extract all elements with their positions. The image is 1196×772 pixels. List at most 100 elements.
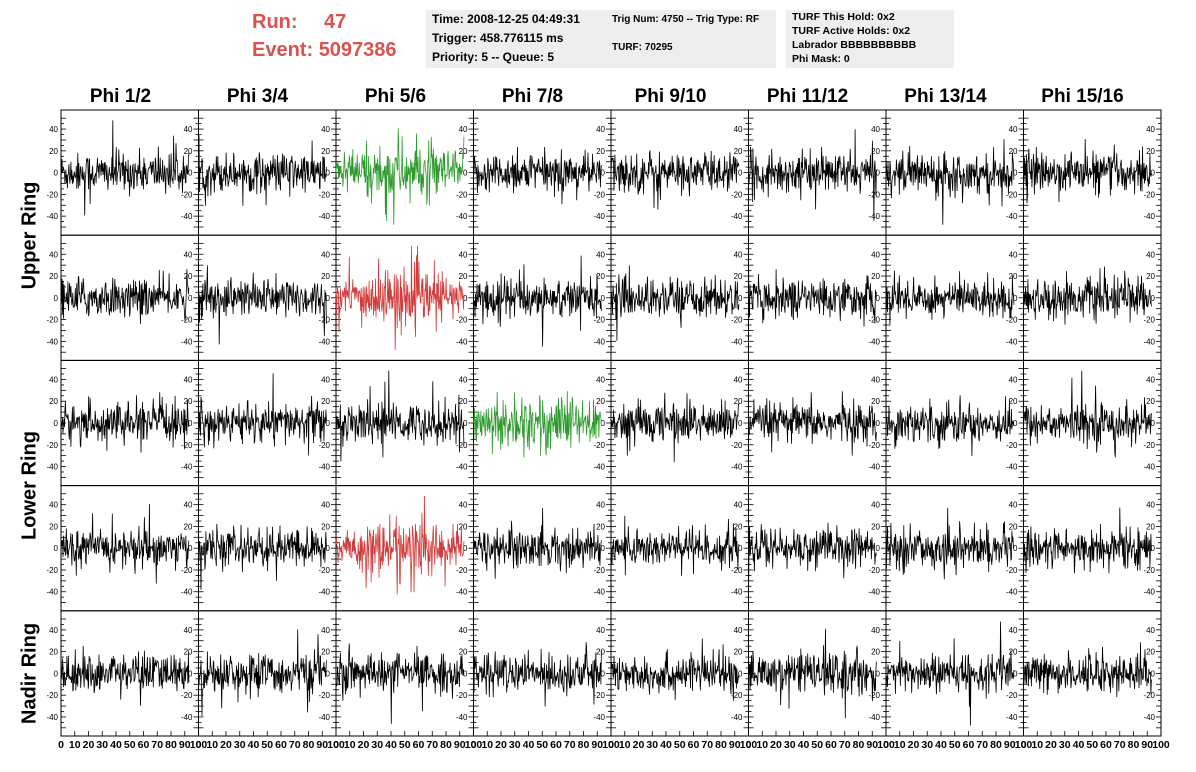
y-tick-label: 40 bbox=[459, 125, 468, 134]
y-tick-label: 20 bbox=[459, 272, 468, 281]
waveform-trace bbox=[885, 621, 1015, 726]
y-tick-label: -20 bbox=[318, 691, 330, 700]
y-tick-label-left: 0 bbox=[54, 544, 59, 553]
y-tick-label: -20 bbox=[593, 566, 605, 575]
waveform-trace bbox=[60, 504, 190, 584]
y-tick-label: 40 bbox=[184, 250, 193, 259]
y-tick-label: -40 bbox=[456, 588, 468, 597]
y-tick-label: -20 bbox=[731, 566, 743, 575]
x-tick-label: 70 bbox=[289, 739, 301, 751]
x-tick-label: 30 bbox=[234, 739, 246, 751]
x-tick-label: 20 bbox=[83, 739, 95, 751]
y-tick-label: 0 bbox=[738, 544, 743, 553]
col-header-phi-9-10: Phi 9/10 bbox=[634, 86, 707, 107]
trigger-text: Trigger: 458.776115 ms bbox=[432, 31, 564, 45]
x-tick-label: 0 bbox=[58, 739, 64, 751]
x-tick-label: 30 bbox=[646, 739, 658, 751]
x-tick-label: 30 bbox=[96, 739, 108, 751]
y-tick-label: 40 bbox=[734, 501, 743, 510]
y-tick-label: 40 bbox=[871, 125, 880, 134]
y-tick-label: 20 bbox=[734, 397, 743, 406]
x-tick-label: 90 bbox=[1004, 739, 1016, 751]
y-tick-label: 40 bbox=[459, 375, 468, 384]
run-line: Run: 47 bbox=[252, 8, 397, 36]
y-tick-label: 40 bbox=[459, 626, 468, 635]
y-tick-label-left: 20 bbox=[49, 648, 58, 657]
col-header-phi-3-4: Phi 3/4 bbox=[226, 86, 289, 107]
y-tick-label: -20 bbox=[593, 316, 605, 325]
waveform-trace bbox=[610, 638, 740, 701]
y-tick-label-left: 20 bbox=[49, 272, 58, 281]
y-tick-label: 0 bbox=[188, 419, 193, 428]
y-tick-label: -20 bbox=[456, 691, 468, 700]
y-tick-label: 20 bbox=[871, 147, 880, 156]
y-tick-label-left: 40 bbox=[49, 125, 58, 134]
x-tick-label: 40 bbox=[660, 739, 672, 751]
x-tick-label: 60 bbox=[550, 739, 562, 751]
y-tick-label: 0 bbox=[876, 294, 881, 303]
y-tick-label: -40 bbox=[1143, 337, 1155, 346]
x-tick-label: 50 bbox=[399, 739, 411, 751]
y-tick-label: 20 bbox=[1009, 397, 1018, 406]
y-tick-label: -20 bbox=[1143, 566, 1155, 575]
y-tick-label: 20 bbox=[1009, 272, 1018, 281]
y-tick-label: 0 bbox=[326, 169, 331, 178]
y-tick-label-left: 0 bbox=[54, 294, 59, 303]
waveform-trace bbox=[335, 370, 465, 462]
x-tick-label: 60 bbox=[963, 739, 975, 751]
waveform-trace bbox=[60, 269, 190, 324]
y-tick-label: 20 bbox=[596, 147, 605, 156]
y-tick-label: -40 bbox=[181, 463, 193, 472]
y-tick-label: 0 bbox=[738, 294, 743, 303]
y-tick-label: 0 bbox=[1013, 294, 1018, 303]
x-tick-label: 60 bbox=[413, 739, 425, 751]
y-tick-label: 40 bbox=[1146, 626, 1155, 635]
x-tick-label: 50 bbox=[1086, 739, 1098, 751]
labrador-text: Labrador BBBBBBBBBB bbox=[792, 39, 917, 51]
y-tick-label: 20 bbox=[871, 397, 880, 406]
x-tick-label: 40 bbox=[523, 739, 535, 751]
y-tick-label: -40 bbox=[318, 588, 330, 597]
y-tick-label: -40 bbox=[1006, 588, 1018, 597]
x-tick-label: 30 bbox=[371, 739, 383, 751]
y-tick-label: 40 bbox=[184, 626, 193, 635]
col-header-phi-7-8: Phi 7/8 bbox=[501, 86, 564, 107]
y-tick-label: -40 bbox=[1006, 463, 1018, 472]
x-tick-label: 30 bbox=[1059, 739, 1071, 751]
y-tick-label: 40 bbox=[1146, 250, 1155, 259]
x-tick-label: 10 bbox=[344, 739, 356, 751]
y-tick-label: -40 bbox=[868, 713, 880, 722]
waveform-trace bbox=[748, 251, 877, 327]
y-tick-label: 0 bbox=[738, 169, 743, 178]
y-tick-label: 20 bbox=[596, 397, 605, 406]
x-tick-label: 50 bbox=[124, 739, 136, 751]
y-tick-label: 0 bbox=[463, 169, 468, 178]
y-tick-label: -40 bbox=[593, 212, 605, 221]
x-tick-label: 20 bbox=[495, 739, 507, 751]
y-tick-label-left: 40 bbox=[49, 626, 58, 635]
y-tick-label: 20 bbox=[734, 522, 743, 531]
x-tick-label: 100 bbox=[1152, 739, 1170, 751]
y-tick-label: 40 bbox=[184, 501, 193, 510]
x-tick-label: 100 bbox=[190, 739, 208, 751]
col-header-phi-13-14: Phi 13/14 bbox=[904, 86, 987, 107]
y-tick-label: -20 bbox=[731, 316, 743, 325]
x-tick-label: 60 bbox=[1100, 739, 1112, 751]
y-tick-label: 0 bbox=[876, 169, 881, 178]
x-tick-label: 100 bbox=[877, 739, 895, 751]
y-tick-label: -20 bbox=[1143, 316, 1155, 325]
x-tick-label: 30 bbox=[921, 739, 933, 751]
y-tick-label: -20 bbox=[456, 566, 468, 575]
event-label: Event: bbox=[252, 39, 314, 61]
waveform-trace bbox=[1023, 138, 1152, 204]
priority-text: Priority: 5 -- Queue: 5 bbox=[432, 50, 555, 64]
turf-text: TURF: 70295 bbox=[612, 42, 673, 53]
y-tick-label: 40 bbox=[321, 125, 330, 134]
y-tick-label: 0 bbox=[876, 419, 881, 428]
y-tick-label: -40 bbox=[1143, 588, 1155, 597]
y-tick-label: 40 bbox=[184, 125, 193, 134]
y-tick-label: 40 bbox=[734, 125, 743, 134]
y-tick-label: 20 bbox=[734, 272, 743, 281]
waveform-trace bbox=[748, 129, 877, 221]
y-tick-label: 0 bbox=[738, 669, 743, 678]
